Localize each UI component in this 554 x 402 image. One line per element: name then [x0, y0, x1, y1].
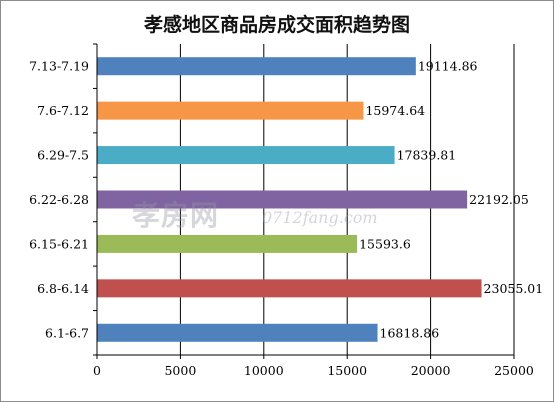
x-tick-label: 0: [93, 363, 101, 378]
bar: [97, 57, 416, 76]
data-label: 22192.05: [469, 192, 529, 207]
data-label: 17839.81: [397, 148, 457, 163]
x-tick-label: 5000: [164, 363, 196, 378]
bar: [97, 101, 364, 120]
category-label: 6.29-7.5: [37, 148, 89, 163]
category-label: 7.13-7.19: [29, 59, 89, 74]
data-label: 19114.86: [418, 59, 478, 74]
x-tick-label: 15000: [327, 363, 367, 378]
bar: [97, 234, 358, 253]
data-label: 16818.86: [380, 325, 440, 340]
bar: [97, 190, 468, 209]
data-label: 23055.01: [484, 281, 544, 296]
chart-title: 孝感地区商品房成交面积趋势图: [143, 14, 410, 36]
bar: [97, 323, 378, 342]
bar: [97, 279, 482, 298]
data-label: 15593.6: [359, 236, 411, 251]
bar: [97, 146, 395, 165]
category-label: 6.15-6.21: [29, 236, 89, 251]
x-tick-label: 10000: [244, 363, 284, 378]
category-label: 6.8-6.14: [37, 281, 89, 296]
x-tick-label: 20000: [411, 363, 451, 378]
category-label: 6.1-6.7: [45, 325, 89, 340]
data-label: 15974.64: [365, 103, 425, 118]
category-label: 6.22-6.28: [29, 192, 89, 207]
category-label: 7.6-7.12: [37, 103, 89, 118]
x-tick-label: 25000: [494, 363, 534, 378]
